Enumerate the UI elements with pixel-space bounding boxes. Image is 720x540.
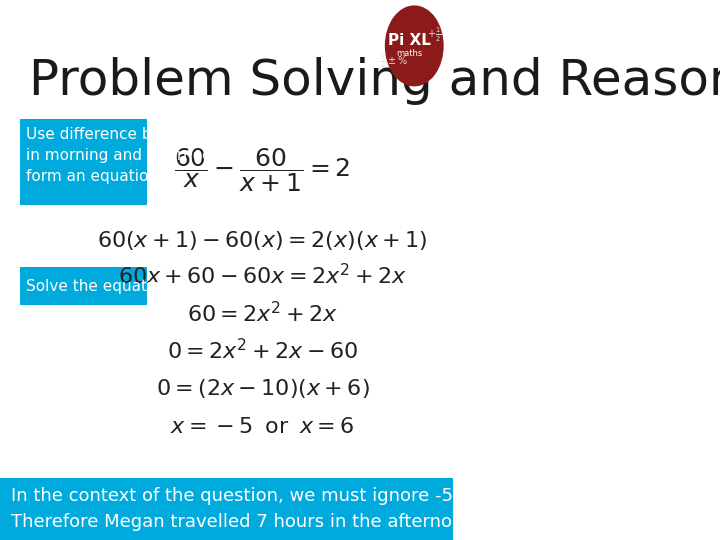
FancyBboxPatch shape (20, 119, 147, 205)
Text: Pi XL: Pi XL (388, 33, 431, 48)
Text: $60x + 60 - 60x = 2x^2 + 2x$: $60x + 60 - 60x = 2x^2 + 2x$ (118, 263, 407, 288)
Text: $60(x+1) - 60(x) = 2(x)(x+1)$: $60(x+1) - 60(x) = 2(x)(x+1)$ (97, 229, 428, 252)
Text: maths: maths (397, 50, 423, 58)
Text: $+\frac{1}{2}$: $+\frac{1}{2}$ (428, 26, 442, 44)
Text: Problem Solving and Reasoning: Problem Solving and Reasoning (30, 57, 720, 105)
Text: $x = -5 \;\; \mathrm{or} \;\; x = 6$: $x = -5 \;\; \mathrm{or} \;\; x = 6$ (171, 416, 355, 437)
FancyBboxPatch shape (20, 267, 147, 305)
Text: $\frac{3}{4}\pm\%$: $\frac{3}{4}\pm\%$ (379, 53, 408, 71)
Text: Solve the equation: Solve the equation (26, 279, 170, 294)
Text: $60 = 2x^2 + 2x$: $60 = 2x^2 + 2x$ (187, 301, 338, 326)
Text: Use difference between speeds
in morning and afternoon to
form an equation: Use difference between speeds in morning… (26, 127, 267, 184)
Text: $\dfrac{60}{x} - \dfrac{60}{x+1} = 2$: $\dfrac{60}{x} - \dfrac{60}{x+1} = 2$ (174, 146, 351, 194)
Text: $0 = (2x - 10)(x + 6)$: $0 = (2x - 10)(x + 6)$ (156, 377, 369, 400)
Text: In the context of the question, we must ignore -5 as we cannot have negative tim: In the context of the question, we must … (12, 487, 720, 531)
Text: $0 = 2x^2 + 2x - 60$: $0 = 2x^2 + 2x - 60$ (167, 339, 358, 363)
FancyBboxPatch shape (0, 478, 453, 540)
Ellipse shape (384, 5, 444, 86)
